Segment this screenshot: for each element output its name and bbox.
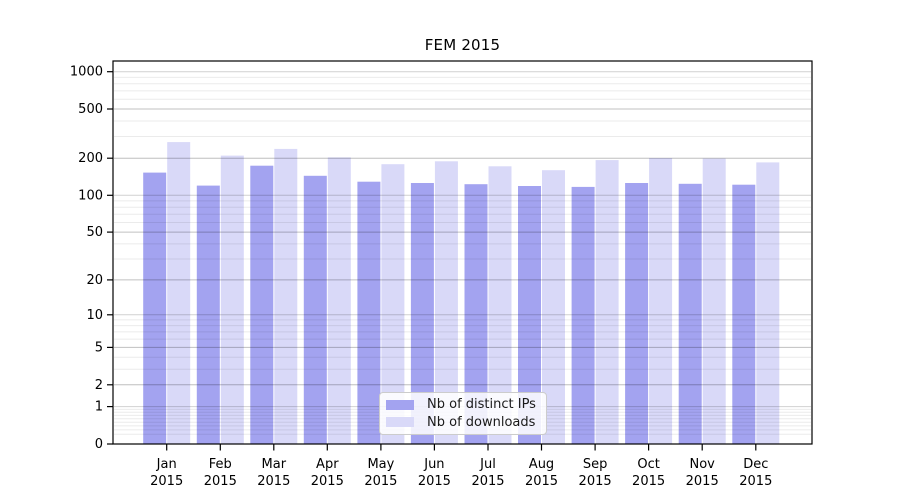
x-tick-label-year-may: 2015 (364, 474, 397, 489)
bar-downloads-apr (327, 157, 351, 444)
y-tick-label-1: 1 (95, 400, 103, 415)
bar-downloads-sep (595, 160, 619, 444)
x-tick-label-month-nov: Nov (690, 457, 716, 472)
legend-item-distinct-ips: Nb of distinct IPs (386, 397, 538, 412)
x-tick-label-year-oct: 2015 (632, 474, 665, 489)
x-tick-label-month-jun: Jun (423, 457, 444, 472)
bar-distinct-ips-aug (518, 186, 541, 444)
y-tick-label-50: 50 (86, 225, 103, 240)
y-tick-label-20: 20 (86, 273, 103, 288)
x-tick-label-month-mar: Mar (262, 457, 287, 472)
legend-swatch-distinct-ips (386, 399, 414, 410)
x-tick-label-year-jun: 2015 (418, 474, 451, 489)
legend-label-downloads: Nb of downloads (427, 414, 536, 430)
y-tick-label-2: 2 (95, 378, 103, 393)
x-tick-label-month-jul: Jul (479, 457, 496, 472)
legend-swatch-downloads (386, 417, 414, 428)
bar-downloads-jul (488, 166, 512, 445)
x-tick-label-year-sep: 2015 (579, 474, 612, 489)
x-tick-label-year-aug: 2015 (525, 474, 558, 489)
legend-label-distinct-ips: Nb of distinct IPs (427, 397, 536, 413)
y-tick-label-1000: 1000 (70, 65, 103, 80)
bar-distinct-ips-sep (571, 186, 595, 444)
x-tick-label-month-apr: Apr (316, 457, 339, 472)
y-tick-label-10: 10 (86, 308, 103, 323)
bar-distinct-ips-mar (250, 165, 274, 444)
bar-downloads-jan (167, 142, 191, 444)
bar-distinct-ips-nov (678, 183, 702, 445)
legend-item-downloads: Nb of downloads (386, 415, 538, 430)
bar-distinct-ips-dec (732, 184, 756, 444)
y-tick-label-100: 100 (78, 188, 103, 203)
y-tick-label-200: 200 (78, 151, 103, 166)
bar-distinct-ips-jul (464, 184, 488, 444)
bar-downloads-dec (756, 162, 780, 444)
y-tick-label-500: 500 (78, 102, 103, 117)
x-tick-label-month-aug: Aug (529, 457, 554, 472)
x-tick-label-year-mar: 2015 (257, 474, 290, 489)
y-tick-label-5: 5 (95, 340, 103, 355)
bar-distinct-ips-may (357, 181, 381, 444)
plot-border (112, 60, 813, 445)
bar-downloads-aug (542, 170, 565, 444)
bar-downloads-may (381, 164, 405, 444)
bar-distinct-ips-feb (196, 185, 220, 444)
x-tick-label-year-feb: 2015 (204, 474, 237, 489)
x-tick-label-month-oct: Oct (637, 457, 659, 472)
bar-downloads-jun (434, 161, 458, 445)
x-tick-label-year-jul: 2015 (471, 474, 504, 489)
y-tick-label-0: 0 (95, 437, 103, 452)
x-tick-label-year-jan: 2015 (150, 474, 183, 489)
bar-downloads-nov (702, 158, 726, 444)
bar-distinct-ips-jan (143, 172, 167, 444)
bar-downloads-oct (649, 158, 673, 444)
x-tick-label-year-dec: 2015 (739, 474, 772, 489)
bar-distinct-ips-apr (303, 175, 327, 445)
bar-downloads-mar (274, 148, 298, 444)
x-tick-label-month-sep: Sep (583, 457, 608, 472)
x-tick-label-month-feb: Feb (209, 457, 232, 472)
bar-downloads-feb (220, 155, 244, 444)
x-tick-label-year-nov: 2015 (686, 474, 719, 489)
x-tick-label-year-apr: 2015 (311, 474, 344, 489)
chart-title: FEM 2015 (424, 36, 501, 54)
bar-distinct-ips-jun (410, 183, 434, 444)
x-tick-label-month-jan: Jan (156, 457, 177, 472)
bar-distinct-ips-oct (625, 183, 649, 444)
x-tick-label-month-dec: Dec (743, 457, 768, 472)
legend: Nb of distinct IPs Nb of downloads (379, 392, 547, 435)
x-tick-label-month-may: May (367, 457, 394, 472)
